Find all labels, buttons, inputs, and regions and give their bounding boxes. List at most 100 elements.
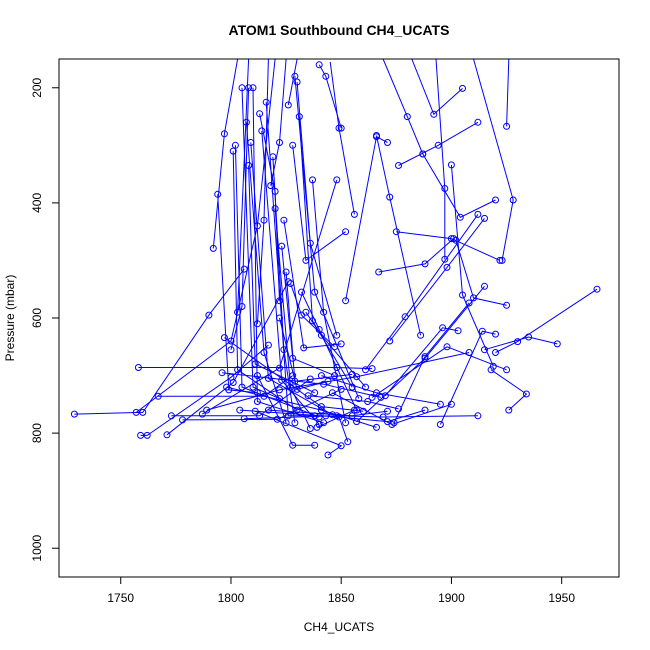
data-point	[322, 72, 330, 80]
profile-line	[305, 311, 366, 388]
data-point	[436, 421, 444, 428]
data-point	[262, 98, 270, 106]
data-point	[593, 285, 601, 293]
data-point	[70, 410, 78, 418]
data-point	[489, 362, 497, 370]
profile-series	[447, 161, 497, 370]
data-point	[291, 377, 299, 385]
data-point	[337, 340, 345, 348]
profile-series	[362, 210, 482, 374]
data-point	[309, 176, 316, 184]
profile-series	[487, 366, 530, 414]
profile-series	[253, 59, 269, 328]
data-point	[143, 431, 151, 439]
profile-series	[386, 214, 488, 345]
profile-series	[276, 314, 332, 393]
data-point	[293, 385, 301, 393]
data-point	[350, 210, 358, 218]
profile-line	[435, 59, 446, 260]
data-point	[287, 383, 294, 391]
data-point	[390, 419, 398, 427]
profile-line	[484, 336, 558, 351]
data-point	[350, 406, 358, 414]
data-point	[245, 162, 253, 169]
profile-series	[390, 299, 473, 427]
data-point	[223, 383, 231, 391]
profile-series	[304, 392, 402, 413]
data-point	[441, 255, 449, 263]
data-point	[430, 110, 438, 118]
profile-line	[287, 59, 298, 106]
profile-series	[436, 327, 499, 428]
profile-line	[398, 121, 479, 166]
data-point	[496, 256, 504, 264]
data-point	[214, 190, 222, 198]
data-point	[373, 132, 380, 139]
profile-series	[302, 308, 369, 391]
data-point	[481, 346, 488, 354]
data-point	[348, 383, 356, 391]
profile-line	[316, 409, 355, 428]
profile-series	[227, 84, 253, 354]
data-point	[245, 84, 253, 92]
profile-series	[284, 59, 298, 109]
data-point	[238, 383, 246, 391]
profile-line	[279, 317, 329, 391]
data-point	[284, 412, 292, 420]
data-point	[443, 263, 451, 271]
data-point	[236, 406, 244, 414]
data-point	[362, 383, 369, 391]
profile-line	[255, 410, 343, 456]
profile-line	[270, 59, 287, 186]
data-point	[386, 193, 394, 201]
profile-line	[378, 238, 454, 273]
profile-series	[492, 285, 601, 356]
data-point	[478, 327, 486, 335]
data-point	[276, 314, 283, 322]
data-point	[227, 346, 235, 354]
profile-line	[250, 142, 333, 416]
profile-line	[261, 130, 320, 425]
profile-series	[382, 59, 427, 158]
profile-line	[256, 59, 269, 324]
data-point	[260, 216, 268, 224]
y-tick-label: 200	[30, 77, 44, 97]
profile-line	[296, 81, 338, 336]
profile-line	[241, 87, 280, 400]
data-point	[441, 185, 449, 192]
data-point	[238, 84, 246, 92]
data-point	[304, 392, 312, 400]
data-point	[220, 130, 228, 138]
data-point	[362, 366, 369, 374]
data-point	[276, 364, 283, 372]
profile-line	[234, 145, 320, 418]
data-point	[333, 412, 341, 420]
data-point	[282, 268, 290, 276]
data-point	[198, 410, 206, 418]
profile-series	[373, 132, 425, 339]
profile-line	[182, 388, 342, 421]
data-point	[154, 392, 162, 400]
profile-series	[435, 59, 449, 263]
data-point	[253, 398, 261, 405]
profile-series	[262, 98, 319, 420]
profile-line	[230, 87, 250, 350]
data-point	[295, 113, 303, 121]
data-point	[333, 176, 341, 184]
data-point	[251, 360, 259, 368]
data-point	[328, 389, 336, 397]
data-point	[384, 407, 391, 415]
data-point	[139, 408, 147, 416]
y-tick-label: 400	[30, 193, 44, 213]
data-point	[337, 442, 345, 450]
data-point	[342, 297, 350, 305]
profile-line	[237, 59, 250, 313]
data-point	[293, 78, 301, 86]
profile-line	[422, 153, 496, 218]
data-point	[456, 213, 464, 221]
data-point	[253, 372, 261, 380]
data-point	[503, 122, 511, 130]
profile-series	[264, 406, 391, 420]
x-tick-label: 1750	[107, 591, 134, 605]
data-point	[474, 210, 482, 218]
